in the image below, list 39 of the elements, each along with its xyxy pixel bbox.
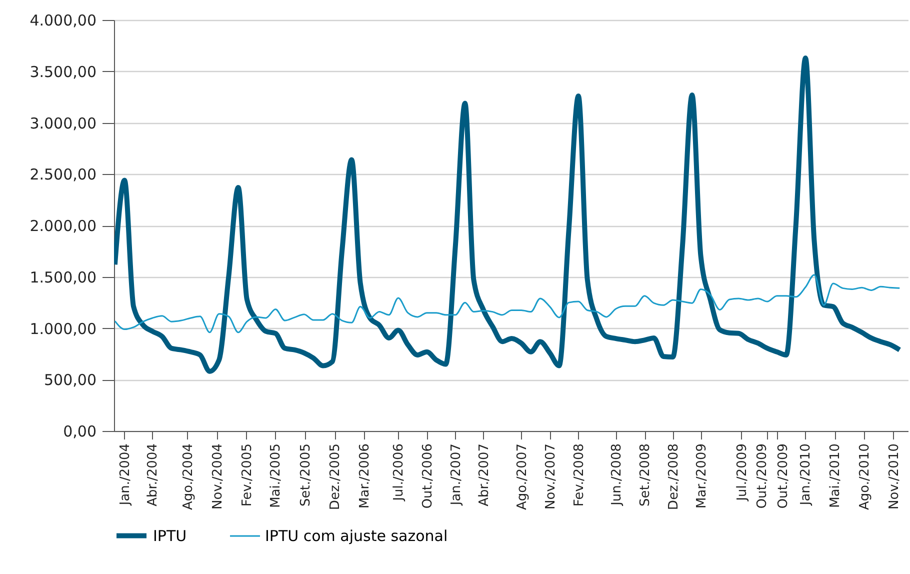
x-tick-label: Jun./2008 [609,444,624,506]
y-tick-label: 4.000,00 [30,12,96,30]
x-tick-label: Fev./2008 [572,444,587,507]
x-tick-label: Out./2009 [776,444,792,509]
y-tick-label: 500,00 [44,371,96,390]
x-tick-label: Ago./2004 [180,444,196,510]
y-tick-label: 3.500,00 [30,62,96,81]
x-tick-label: Set./2005 [298,444,314,506]
x-tick-label: Nov./2004 [210,444,226,510]
x-tick-label: Ago./2010 [857,444,872,510]
x-tick-label: Ago./2007 [514,444,530,510]
legend-label: IPTU [153,526,187,545]
y-tick-label: 1.500,00 [30,268,96,286]
x-tick-label: Jan./2010 [798,444,814,506]
x-tick-label: Out./2006 [420,444,436,509]
x-tick-label: Out./2009 [754,444,770,509]
x-tick-label: Mar./2006 [358,444,373,508]
x-tick-label: Abr./2004 [146,444,161,506]
x-tick-label: Set./2008 [638,444,654,506]
x-tick-label: Jan./2004 [118,444,133,506]
line-series [114,274,900,334]
x-tick-label: Jul./2006 [392,444,407,502]
x-tick-label: Dez./2005 [328,444,344,510]
y-tick-label: 3.000,00 [30,114,96,132]
y-tick-label: 2.500,00 [30,166,96,184]
y-tick-label: 0,00 [63,422,96,440]
x-tick-label: Mai./2010 [828,444,844,508]
x-tick-label: Abr./2007 [476,444,492,506]
x-tick-label: Mai./2005 [268,444,284,508]
y-tick-label: 1.000,00 [30,320,96,338]
x-tick-label: Jan./2007 [448,444,464,506]
x-tick-label: Mar./2009 [694,444,710,508]
legend-label: IPTU com ajuste sazonal [265,527,448,545]
x-tick-label: Dez./2008 [666,444,682,510]
x-tick-label: Nov./2010 [886,444,902,510]
y-tick-label: 2.000,00 [30,217,96,235]
x-tick-label: Fev./2005 [240,444,255,507]
x-tick-label: Nov./2007 [543,444,558,510]
x-tick-label: Jul./2009 [734,444,750,502]
